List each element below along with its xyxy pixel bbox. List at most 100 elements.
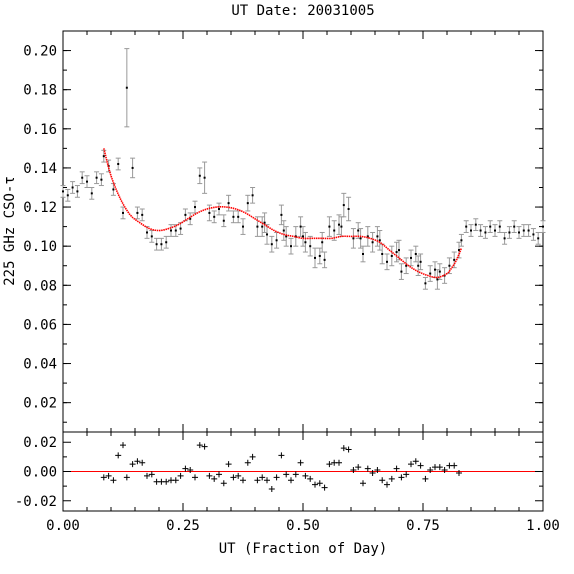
- y-tick-label: 0.08: [23, 278, 57, 294]
- data-point: [280, 213, 283, 216]
- data-point: [266, 233, 268, 236]
- data-point: [424, 282, 427, 285]
- data-point: [184, 213, 187, 216]
- data-point: [400, 270, 403, 273]
- y-tick-label: 0.04: [23, 357, 57, 373]
- residual-point: [244, 459, 251, 466]
- data-point: [352, 237, 355, 240]
- data-point: [66, 194, 69, 197]
- data-point: [270, 243, 273, 246]
- x-axis-label: UT (Fraction of Day): [219, 541, 388, 557]
- data-point: [522, 229, 525, 232]
- residual-point: [196, 442, 203, 449]
- data-point: [213, 215, 216, 218]
- data-point: [102, 155, 105, 158]
- chart-title: UT Date: 20031005: [231, 3, 374, 19]
- data-point: [263, 221, 266, 224]
- y-tick-label: 0.14: [23, 161, 57, 177]
- data-point: [155, 243, 158, 246]
- data-point: [314, 256, 316, 259]
- data-point: [125, 86, 128, 89]
- x-tick-label: 0.50: [286, 518, 320, 534]
- residual-point: [302, 472, 309, 479]
- residual-point: [120, 442, 126, 449]
- top-panel: 0.02 0.04 0.06 0.08 0.10 0.12 0.14 0.16 0.18 0.20: [23, 30, 546, 433]
- data-point: [170, 229, 172, 232]
- data-point: [251, 194, 254, 197]
- residual-point: [292, 471, 299, 478]
- top-y-ticks: 0.02 0.04 0.06 0.08 0.10 0.12 0.14 0.16 0.18 0.20: [23, 44, 543, 423]
- residual-point: [388, 475, 395, 482]
- residual-point: [345, 446, 352, 453]
- data-point: [474, 223, 477, 226]
- data-point: [232, 215, 235, 218]
- y-tick-label: 0.00: [23, 465, 57, 481]
- data-point: [282, 229, 285, 232]
- data-point: [165, 241, 168, 244]
- residual-point: [139, 459, 146, 466]
- data-point: [261, 225, 264, 228]
- data-point: [136, 211, 139, 214]
- residual-point: [254, 477, 261, 484]
- data-point: [86, 180, 88, 183]
- residual-point: [316, 480, 323, 487]
- data-point: [117, 163, 120, 166]
- y-tick-label: 0.06: [23, 317, 57, 333]
- residual-point: [240, 477, 246, 484]
- data-point: [410, 256, 412, 259]
- data-point: [203, 176, 206, 179]
- residual-point: [273, 474, 280, 481]
- data-point: [532, 233, 535, 236]
- data-point: [419, 260, 422, 263]
- data-point: [150, 235, 153, 238]
- data-point: [465, 225, 468, 228]
- residual-point: [201, 443, 208, 450]
- residual-point: [398, 474, 405, 481]
- data-point: [479, 229, 482, 232]
- data-point: [357, 229, 360, 232]
- residual-point: [422, 475, 429, 482]
- data-point: [338, 223, 340, 226]
- y-tick-label: 0.20: [23, 44, 57, 60]
- data-point: [71, 186, 74, 189]
- residual-point: [177, 472, 184, 479]
- data-point: [141, 213, 144, 216]
- data-point: [340, 225, 343, 228]
- y-tick-label: 0.12: [23, 200, 57, 216]
- residual-point: [172, 477, 179, 484]
- residual-point: [360, 480, 366, 487]
- data-point: [366, 235, 369, 238]
- residual-point: [451, 462, 458, 469]
- data-point: [395, 251, 398, 254]
- residual-point: [364, 465, 371, 472]
- residual-point: [456, 469, 462, 476]
- data-point: [242, 225, 244, 228]
- residual-point: [321, 484, 328, 491]
- residual-point: [206, 472, 213, 479]
- residual-point: [436, 464, 443, 471]
- y-tick-label: 0.16: [23, 122, 57, 138]
- data-point: [359, 237, 362, 240]
- y-tick-label: -0.02: [15, 494, 57, 510]
- data-point: [246, 202, 249, 205]
- residual-point: [427, 467, 434, 474]
- residual-points: [100, 442, 462, 493]
- residual-point: [307, 475, 314, 482]
- residual-point: [192, 474, 198, 481]
- residual-point: [384, 481, 390, 488]
- data-point: [131, 166, 134, 169]
- data-point: [460, 239, 463, 242]
- data-point: [304, 241, 307, 244]
- y-tick-label: 0.10: [23, 239, 57, 255]
- x-tick-label: 0.75: [406, 518, 440, 534]
- data-point: [160, 243, 163, 246]
- data-point: [484, 231, 487, 234]
- x-tick-label: 0.00: [46, 518, 80, 534]
- top-points: [62, 86, 544, 285]
- data-point: [318, 254, 321, 257]
- data-point: [174, 229, 177, 232]
- bottom-y-ticks: 0.02 0.00 -0.02: [15, 435, 543, 510]
- data-point: [429, 272, 432, 275]
- data-point: [302, 235, 304, 238]
- data-point: [362, 252, 364, 255]
